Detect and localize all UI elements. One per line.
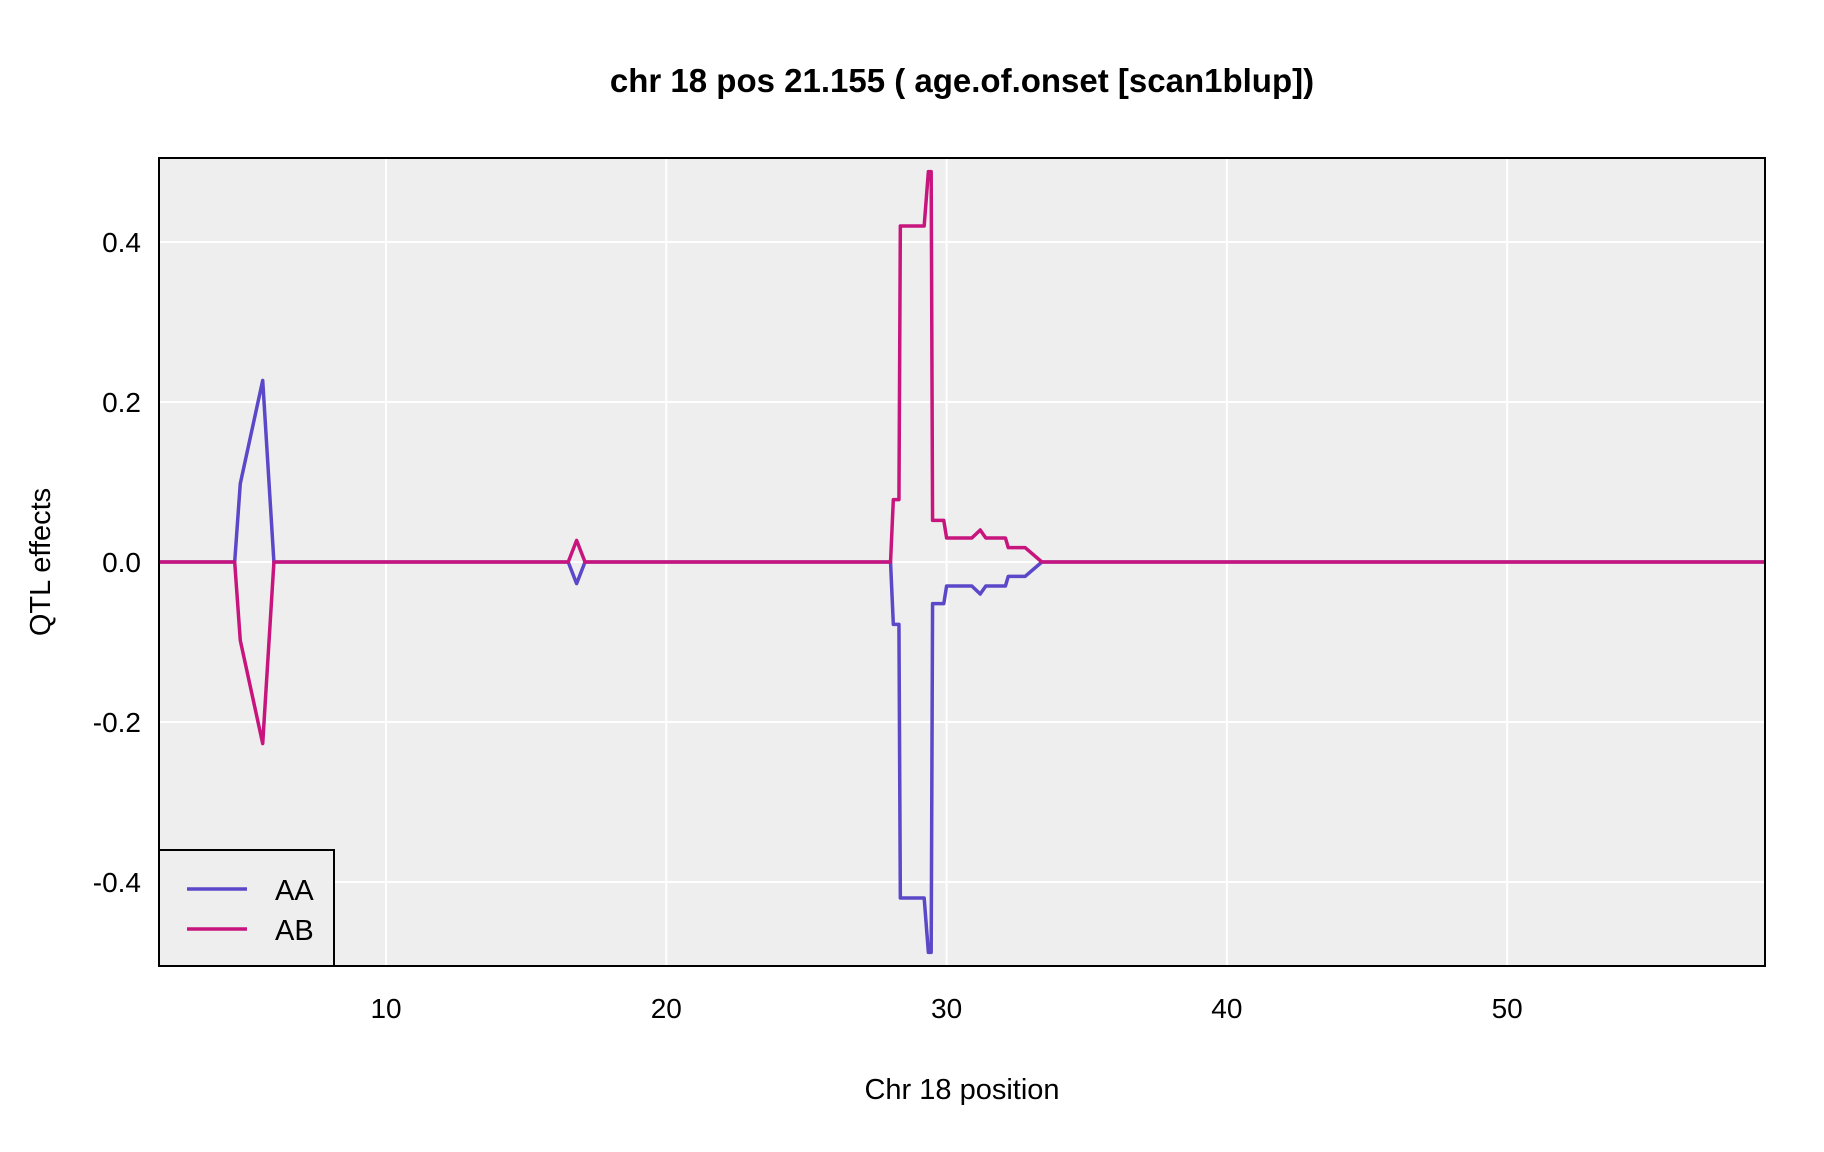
legend: AA AB	[158, 849, 335, 967]
legend-box	[158, 849, 335, 967]
plot-frame	[158, 157, 1766, 967]
series-lines	[159, 169, 1765, 955]
y-tick-label: 0.2	[102, 387, 141, 418]
x-tick-label: 10	[370, 993, 401, 1024]
y-tick-label: 0.0	[102, 547, 141, 578]
chart-title: chr 18 pos 21.155 ( age.of.onset [scan1b…	[610, 62, 1314, 99]
legend-label-aa: AA	[275, 875, 314, 907]
y-tick-label: 0.4	[102, 227, 141, 258]
legend-label-ab: AB	[275, 915, 314, 947]
y-axis-label: QTL effects	[25, 488, 57, 636]
y-axis-ticks: -0.4 -0.2 0.0 0.2 0.4	[93, 227, 141, 898]
x-tick-label: 30	[931, 993, 962, 1024]
series-line-ab	[159, 169, 1765, 746]
y-tick-label: -0.4	[93, 867, 141, 898]
x-axis-ticks: 10 20 30 40 50	[370, 993, 1522, 1024]
x-axis-label: Chr 18 position	[864, 1074, 1059, 1106]
x-tick-label: 50	[1492, 993, 1523, 1024]
x-tick-label: 20	[651, 993, 682, 1024]
x-tick-label: 40	[1211, 993, 1242, 1024]
y-tick-label: -0.2	[93, 707, 141, 738]
